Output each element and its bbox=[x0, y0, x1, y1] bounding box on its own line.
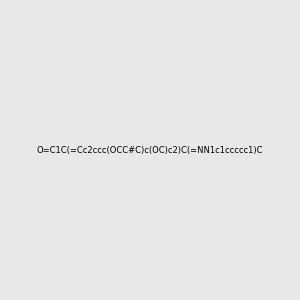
Text: O=C1C(=Cc2ccc(OCC#C)c(OC)c2)C(=NN1c1ccccc1)C: O=C1C(=Cc2ccc(OCC#C)c(OC)c2)C(=NN1c1cccc… bbox=[37, 146, 263, 154]
